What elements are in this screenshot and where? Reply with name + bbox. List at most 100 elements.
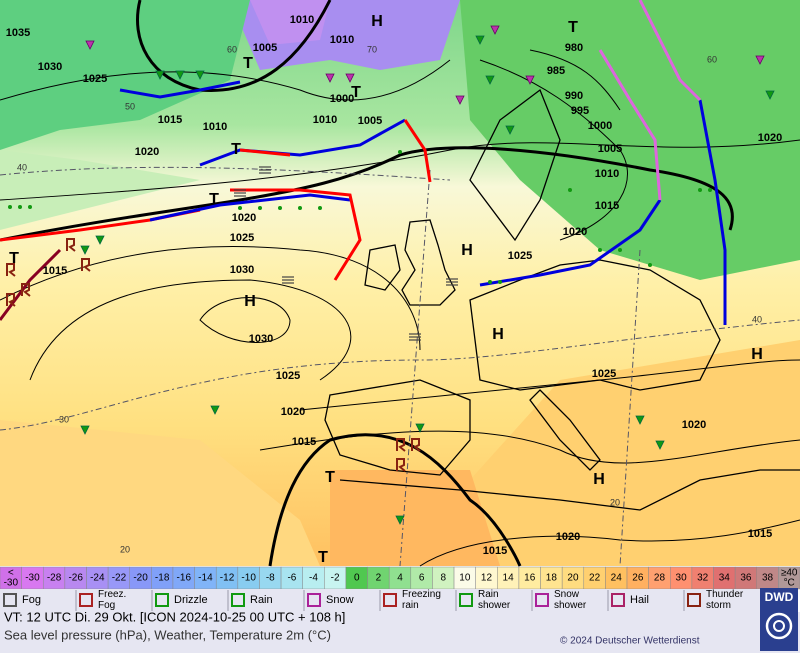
pressure-label: 990 [565,90,583,102]
scale-label: -30 [25,573,40,584]
scale-label: 38 [762,573,774,584]
trough [0,248,62,321]
snow-shower-symbol [85,40,95,50]
cold-front [199,118,406,167]
pressure-label: 1025 [83,73,107,85]
pressure-label: 1020 [232,212,256,224]
isobar [0,246,421,351]
valid-time: VT: 12 UTC Di. 29 Okt. [ICON 2024-10-25 … [4,609,345,624]
isobar [29,279,352,381]
pressure-label: 1015 [748,528,772,540]
isobar-1015 [268,433,522,567]
pressure-label: 1015 [158,114,182,126]
scale-label: -4 [309,573,318,584]
isotherm-label: 30 [59,414,69,424]
scale-label: 18 [546,573,558,584]
legend-label: Snow [326,594,354,606]
scale-label: 28 [654,573,666,584]
shower-symbol [415,423,425,433]
shower-symbol [635,415,645,425]
pressure-label: 1010 [203,121,227,133]
meridian [399,169,431,567]
pressure-label: 1035 [6,27,30,39]
scale-label: 22 [589,573,601,584]
cold-front [479,199,662,287]
rain-symbol [8,205,12,209]
isotherm-label: 20 [120,544,130,554]
scale-label: 10 [459,573,471,584]
scale-label: -8 [266,573,275,584]
pressure-system-label: T [568,19,578,36]
temperature-scale: <-30 -30 -28 -26 -24 -22 -20 -18 -16 -14 -12 -10 -8-… [0,566,800,590]
scale-label: -2 [331,573,340,584]
pressure-label: 1010 [330,34,354,46]
pressure-system-label: T [243,55,253,72]
scale-label: 4 [397,573,403,584]
pressure-label: 1030 [38,61,62,73]
snow-shower-symbol [345,73,355,83]
warm-front [403,119,432,183]
scale-label: 20 [567,573,579,584]
scale-label: -30 [4,578,19,589]
snow-shower-symbol [455,95,465,105]
isotherm [0,166,451,181]
map-description: Sea level pressure (hPa), Weather, Tempe… [4,627,331,642]
scale-label: 6 [419,573,425,584]
meridian [619,249,641,567]
scale-label: 34 [719,573,731,584]
pressure-system-label: T [318,549,328,566]
rain-symbol [398,150,402,154]
shower-symbol [80,425,90,435]
pressure-system-label: H [371,13,383,30]
cool-area [460,0,800,280]
rain-symbol [648,263,652,267]
rain-symbol [28,205,32,209]
rain-symbol [598,248,602,252]
isotherms [0,166,800,567]
legend-label: Hail [630,594,649,606]
isobar [529,49,621,111]
isobar [419,519,800,567]
fronts [0,0,727,325]
isotherm [0,319,800,431]
pressure-label: 1020 [135,146,159,158]
scale-label: -14 [198,573,213,584]
pressure-label: 1020 [758,132,782,144]
scale-label: 36 [740,573,752,584]
rain-symbol [18,205,22,209]
pressure-label: 1020 [281,406,305,418]
copyright: © 2024 Deutscher Wetterdienst [560,636,700,647]
dwd-logo-text: DWD [765,590,794,604]
rain-symbol [698,188,702,192]
thunderstorm-symbol [396,438,406,452]
warm-front [230,188,362,281]
pressure-label: 1005 [598,143,622,155]
scale-label: 32 [697,573,709,584]
footer-background [0,612,800,653]
pressure-label: 1025 [508,250,532,262]
warm-area [470,340,800,566]
shower-symbol [155,70,165,80]
scale-label: 2 [376,573,382,584]
thunderstorm-symbol [6,263,16,277]
pressure-label: 1015 [43,265,67,277]
thunderstorm-symbol [66,238,76,252]
scale-label: -10 [241,573,256,584]
scale-label: ≥40 [781,568,798,579]
pressure-label: 1020 [556,531,580,543]
rain-symbol [708,188,712,192]
legend-label: Drizzle [174,594,208,606]
iberia [324,379,471,476]
scale-label: -6 [287,573,296,584]
pressure-label: 1015 [595,200,619,212]
dwd-logo-mark [773,620,785,632]
cold-front [119,80,241,99]
scale-label: -28 [47,573,62,584]
mild-area [0,150,200,230]
isobar [0,139,800,201]
scale-label: 26 [632,573,644,584]
pressure-label: 1025 [230,232,254,244]
pressure-label: 1015 [292,436,316,448]
